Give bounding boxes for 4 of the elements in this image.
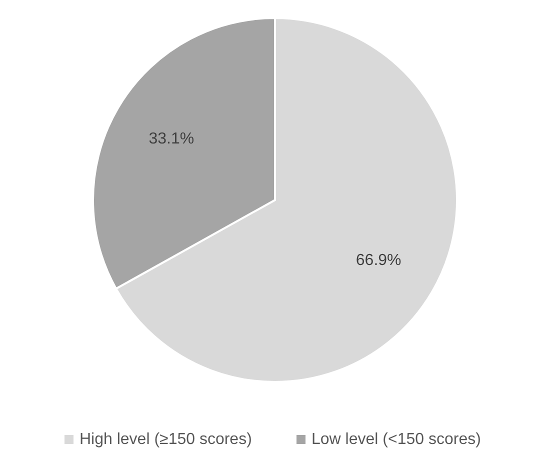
data-label: 66.9% xyxy=(356,252,402,270)
legend-label: High level (≥150 scores) xyxy=(80,431,252,448)
data-label: 33.1% xyxy=(148,130,194,148)
legend-label: Low level (<150 scores) xyxy=(312,431,481,448)
